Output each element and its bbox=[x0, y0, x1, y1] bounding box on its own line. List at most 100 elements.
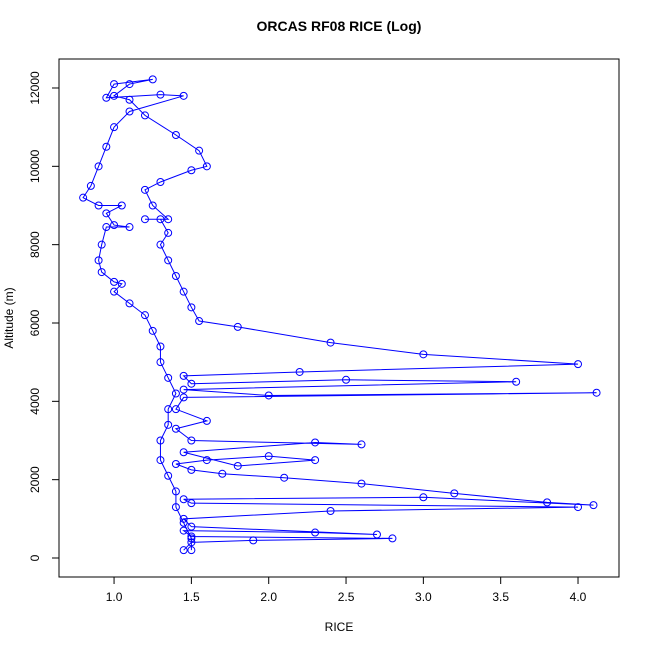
data-point bbox=[110, 277, 119, 286]
data-point bbox=[179, 385, 188, 394]
data-point bbox=[140, 111, 149, 120]
data-point bbox=[179, 495, 188, 504]
data-point bbox=[164, 405, 173, 414]
data-point bbox=[171, 424, 180, 433]
data-point bbox=[125, 299, 134, 308]
data-point bbox=[195, 146, 204, 155]
data-point bbox=[125, 80, 134, 89]
data-point bbox=[110, 123, 119, 132]
x-tick-label: 3.0 bbox=[415, 590, 432, 604]
data-point bbox=[187, 522, 196, 531]
chart-title: ORCAS RF08 RICE (Log) bbox=[257, 18, 422, 34]
data-point bbox=[388, 534, 397, 543]
data-point bbox=[171, 503, 180, 512]
x-tick-label: 2.5 bbox=[338, 590, 355, 604]
data-point bbox=[125, 107, 134, 116]
data-point bbox=[589, 501, 598, 510]
y-tick-label: 6000 bbox=[28, 309, 42, 336]
data-point bbox=[179, 91, 188, 100]
data-point bbox=[102, 209, 111, 218]
data-point bbox=[164, 228, 173, 237]
data-point bbox=[110, 91, 119, 100]
data-point bbox=[171, 405, 180, 414]
data-point bbox=[125, 223, 134, 232]
data-point bbox=[187, 166, 196, 175]
y-tick-label: 4000 bbox=[28, 388, 42, 415]
data-point bbox=[311, 438, 320, 447]
data-point bbox=[148, 201, 157, 210]
data-point bbox=[171, 389, 180, 398]
data-point bbox=[419, 350, 428, 359]
y-tick-label: 2000 bbox=[28, 466, 42, 493]
data-point bbox=[79, 193, 88, 202]
x-tick-label: 1.0 bbox=[106, 590, 123, 604]
data-point bbox=[140, 215, 149, 224]
data-point bbox=[102, 223, 111, 232]
data-point bbox=[110, 221, 119, 230]
data-point bbox=[202, 456, 211, 465]
data-point bbox=[280, 473, 289, 482]
data-point bbox=[156, 358, 165, 367]
data-point bbox=[218, 469, 227, 478]
data-point bbox=[171, 271, 180, 280]
data-point bbox=[94, 256, 103, 265]
data-point bbox=[179, 287, 188, 296]
data-point bbox=[450, 489, 459, 498]
data-point bbox=[110, 287, 119, 296]
data-point bbox=[179, 518, 188, 527]
x-axis-label: RICE bbox=[325, 620, 354, 634]
data-point bbox=[86, 181, 95, 190]
data-point bbox=[117, 279, 126, 288]
x-tick-label: 1.5 bbox=[183, 590, 200, 604]
data-point bbox=[311, 456, 320, 465]
x-tick-label: 4.0 bbox=[570, 590, 587, 604]
data-point bbox=[156, 456, 165, 465]
data-point bbox=[326, 507, 335, 516]
data-point bbox=[156, 177, 165, 186]
data-point bbox=[512, 377, 521, 386]
data-point bbox=[202, 416, 211, 425]
data-point bbox=[264, 452, 273, 461]
data-point bbox=[97, 240, 106, 249]
data-point bbox=[156, 240, 165, 249]
data-point bbox=[372, 530, 381, 539]
data-point bbox=[187, 538, 196, 547]
data-point bbox=[179, 546, 188, 555]
data-point bbox=[326, 338, 335, 347]
data-point bbox=[156, 90, 165, 99]
data-point bbox=[148, 75, 157, 84]
data-point bbox=[140, 311, 149, 320]
data-point bbox=[187, 546, 196, 555]
y-tick-label: 0 bbox=[28, 554, 42, 561]
data-point bbox=[187, 303, 196, 312]
data-point bbox=[342, 375, 351, 384]
data-point bbox=[179, 448, 188, 457]
y-tick-label: 8000 bbox=[28, 231, 42, 258]
data-point bbox=[179, 393, 188, 402]
data-point bbox=[187, 534, 196, 543]
data-point bbox=[187, 532, 196, 541]
data-point bbox=[125, 95, 134, 104]
data-point bbox=[94, 201, 103, 210]
data-point bbox=[574, 503, 583, 512]
data-point bbox=[357, 479, 366, 488]
data-line bbox=[82, 78, 597, 551]
y-tick-label: 10000 bbox=[28, 149, 42, 183]
data-point bbox=[195, 317, 204, 326]
data-point bbox=[156, 436, 165, 445]
data-point bbox=[592, 388, 601, 397]
data-point bbox=[164, 471, 173, 480]
data-point bbox=[233, 322, 242, 331]
x-tick-label: 2.0 bbox=[260, 590, 277, 604]
data-point bbox=[94, 162, 103, 171]
data-point bbox=[171, 459, 180, 468]
data-point bbox=[311, 528, 320, 537]
y-axis-label: Altitude (m) bbox=[2, 287, 16, 348]
data-point bbox=[164, 373, 173, 382]
data-point bbox=[233, 461, 242, 470]
data-point bbox=[249, 536, 258, 545]
data-point bbox=[164, 215, 173, 224]
y-tick-label: 12000 bbox=[28, 71, 42, 105]
data-point bbox=[187, 379, 196, 388]
data-point bbox=[117, 201, 126, 210]
